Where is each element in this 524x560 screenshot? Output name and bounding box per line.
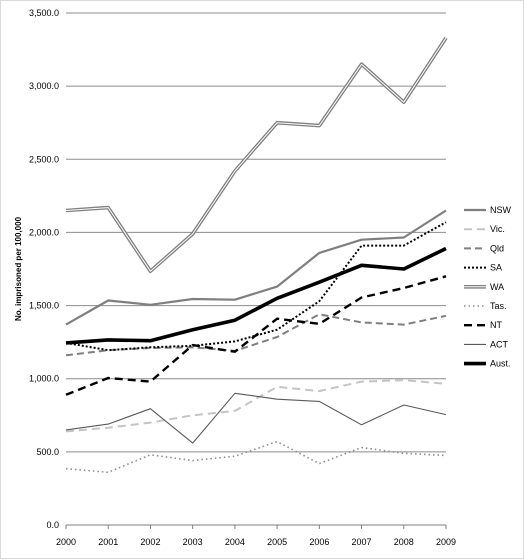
y-axis-title: No. imprisoned per 100,000 — [14, 216, 23, 321]
series-line-wa — [66, 38, 446, 271]
series-lines — [66, 38, 446, 472]
y-tick-label: 2,000.0 — [29, 227, 59, 237]
series-line-aust — [66, 249, 446, 343]
x-axis-tick-labels: 2000 2001 2002 2003 2004 2005 2006 2007 2008 2009 — [56, 525, 456, 547]
x-tick-label: 2006 — [309, 537, 329, 547]
series-line-sa — [66, 222, 446, 350]
legend-label: WA — [490, 282, 504, 292]
series-vic — [66, 380, 446, 431]
y-tick-label: 1,500.0 — [29, 301, 59, 311]
legend-item-qld: Qld — [464, 243, 504, 253]
legend-item-tas: Tas. — [464, 301, 507, 311]
x-tick-label: 2009 — [436, 537, 456, 547]
series-line-act — [66, 393, 446, 443]
x-tick-label: 2000 — [56, 537, 76, 547]
x-tick-label: 2001 — [98, 537, 118, 547]
x-tick-label: 2003 — [183, 537, 203, 547]
legend-item-sa: SA — [464, 263, 502, 273]
legend-label: Qld — [490, 243, 504, 253]
legend-label: NT — [490, 320, 502, 330]
legend-label: ACT — [490, 339, 509, 349]
legend-label: SA — [490, 263, 502, 273]
y-tick-label: 3,500.0 — [29, 8, 59, 18]
legend-item-nt: NT — [464, 320, 502, 330]
legend-label: Vic. — [490, 224, 505, 234]
y-tick-label: 500.0 — [36, 447, 59, 457]
x-tick-label: 2008 — [394, 537, 414, 547]
series-line-inner-wa — [66, 38, 446, 271]
series-tas — [66, 442, 446, 473]
y-tick-label: 0.0 — [46, 520, 59, 530]
y-tick-label: 3,000.0 — [29, 81, 59, 91]
y-axis-tick-labels: 0.0 500.0 1,000.0 1,500.0 2,000.0 2,500.0 3,00… — [29, 8, 59, 530]
legend-label: Tas. — [490, 301, 507, 311]
series-wa — [66, 38, 446, 271]
legend-item-act: ACT — [464, 339, 509, 349]
y-tick-label: 2,500.0 — [29, 154, 59, 164]
legend-item-vic: Vic. — [464, 224, 505, 234]
series-line-tas — [66, 442, 446, 473]
x-tick-label: 2002 — [140, 537, 160, 547]
y-tick-label: 1,000.0 — [29, 374, 59, 384]
x-tick-label: 2004 — [225, 537, 245, 547]
series-sa — [66, 222, 446, 350]
legend: NSW Vic. Qld SA WA Tas. NT ACT Aust. — [464, 205, 512, 369]
x-tick-label: 2005 — [267, 537, 287, 547]
series-act — [66, 393, 446, 443]
legend-item-nsw: NSW — [464, 205, 512, 215]
legend-label: NSW — [490, 205, 512, 215]
x-tick-label: 2007 — [352, 537, 372, 547]
series-line-vic — [66, 380, 446, 431]
series-aust — [66, 249, 446, 343]
legend-item-aust: Aust. — [464, 359, 511, 369]
legend-item-wa: WA — [464, 282, 504, 292]
legend-label: Aust. — [490, 359, 511, 369]
